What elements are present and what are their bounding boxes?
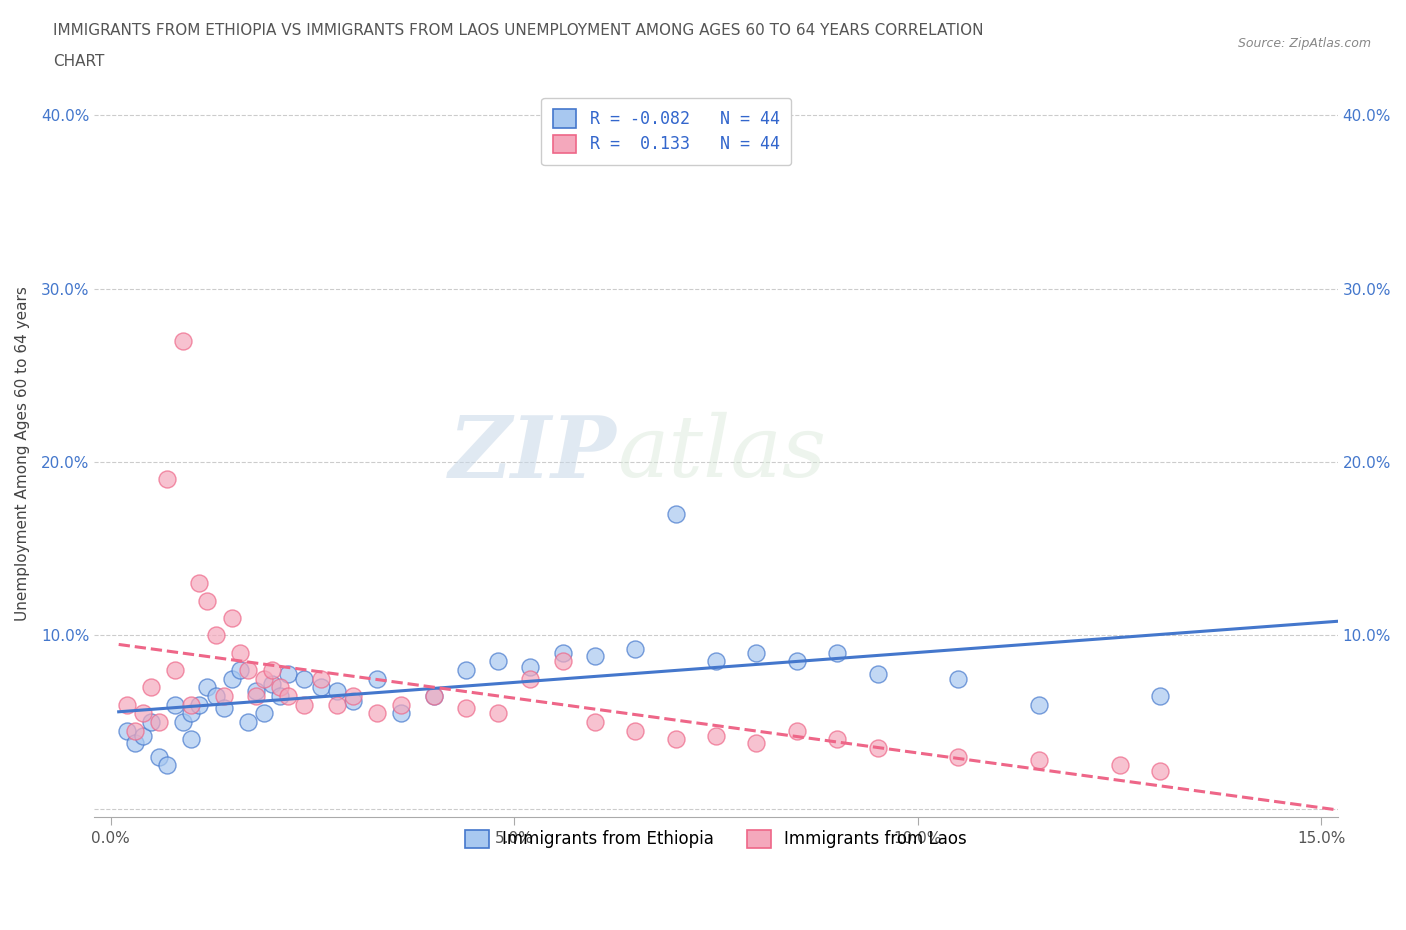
Point (197, 680, 219, 695)
Point (309, 680, 332, 695)
Point (422, 688, 444, 703)
Point (236, 714, 259, 729)
Point (948, 671, 970, 686)
Point (229, 645, 252, 660)
Point (132, 706, 155, 721)
Point (212, 688, 235, 703)
Point (786, 724, 808, 738)
Point (277, 688, 299, 703)
Point (245, 684, 267, 698)
Point (269, 688, 291, 703)
Point (292, 698, 315, 712)
Point (156, 758, 179, 773)
Point (172, 333, 194, 348)
Point (165, 698, 187, 712)
Point (115, 698, 138, 712)
Point (665, 507, 688, 522)
Point (583, 649, 606, 664)
Point (486, 654, 509, 669)
Point (212, 701, 235, 716)
Point (325, 698, 347, 712)
Point (236, 663, 259, 678)
Point (948, 750, 970, 764)
Point (245, 688, 267, 703)
Point (786, 654, 808, 669)
Point (139, 714, 162, 729)
Point (704, 728, 727, 743)
Point (454, 663, 477, 678)
Point (624, 642, 647, 657)
Point (139, 680, 162, 695)
Point (269, 680, 291, 695)
Legend: Immigrants from Ethiopia, Immigrants from Laos: Immigrants from Ethiopia, Immigrants fro… (454, 818, 979, 860)
Point (132, 728, 155, 743)
Point (1108, 758, 1130, 773)
Point (519, 659, 541, 674)
Point (262, 676, 284, 691)
Text: atlas: atlas (617, 412, 825, 495)
Point (148, 714, 170, 729)
Point (325, 684, 347, 698)
Point (188, 576, 211, 591)
Point (124, 736, 146, 751)
Point (745, 645, 768, 660)
Point (1149, 764, 1171, 778)
Point (486, 706, 509, 721)
Point (389, 706, 412, 721)
Y-axis label: Unemployment Among Ages 60 to 64 years: Unemployment Among Ages 60 to 64 years (15, 286, 30, 621)
Point (180, 698, 202, 712)
Point (551, 645, 574, 660)
Point (277, 666, 299, 681)
Point (519, 671, 541, 686)
Point (825, 732, 848, 747)
Point (197, 593, 219, 608)
Point (342, 694, 364, 709)
Point (188, 698, 211, 712)
Point (156, 472, 179, 486)
Point (262, 663, 284, 678)
Text: Source: ZipAtlas.com: Source: ZipAtlas.com (1237, 37, 1371, 50)
Point (229, 663, 252, 678)
Point (624, 724, 647, 738)
Point (1028, 752, 1050, 767)
Point (221, 611, 243, 626)
Point (124, 724, 146, 738)
Point (366, 671, 388, 686)
Point (825, 645, 848, 660)
Point (180, 706, 202, 721)
Point (253, 671, 276, 686)
Point (221, 671, 243, 686)
Point (253, 706, 276, 721)
Point (1149, 688, 1171, 703)
Point (204, 688, 226, 703)
Point (1028, 698, 1050, 712)
Text: ZIP: ZIP (449, 412, 617, 495)
Point (583, 714, 606, 729)
Point (204, 628, 226, 643)
Point (366, 706, 388, 721)
Point (148, 750, 170, 764)
Point (292, 671, 315, 686)
Point (342, 688, 364, 703)
Point (745, 736, 768, 751)
Point (866, 666, 889, 681)
Text: IMMIGRANTS FROM ETHIOPIA VS IMMIGRANTS FROM LAOS UNEMPLOYMENT AMONG AGES 60 TO 6: IMMIGRANTS FROM ETHIOPIA VS IMMIGRANTS F… (53, 23, 984, 38)
Point (704, 654, 727, 669)
Point (665, 732, 688, 747)
Point (180, 732, 202, 747)
Point (309, 671, 332, 686)
Point (172, 714, 194, 729)
Text: CHART: CHART (53, 54, 105, 69)
Point (165, 663, 187, 678)
Point (389, 698, 412, 712)
Point (551, 654, 574, 669)
Point (422, 688, 444, 703)
Point (115, 724, 138, 738)
Point (866, 740, 889, 755)
Point (454, 701, 477, 716)
